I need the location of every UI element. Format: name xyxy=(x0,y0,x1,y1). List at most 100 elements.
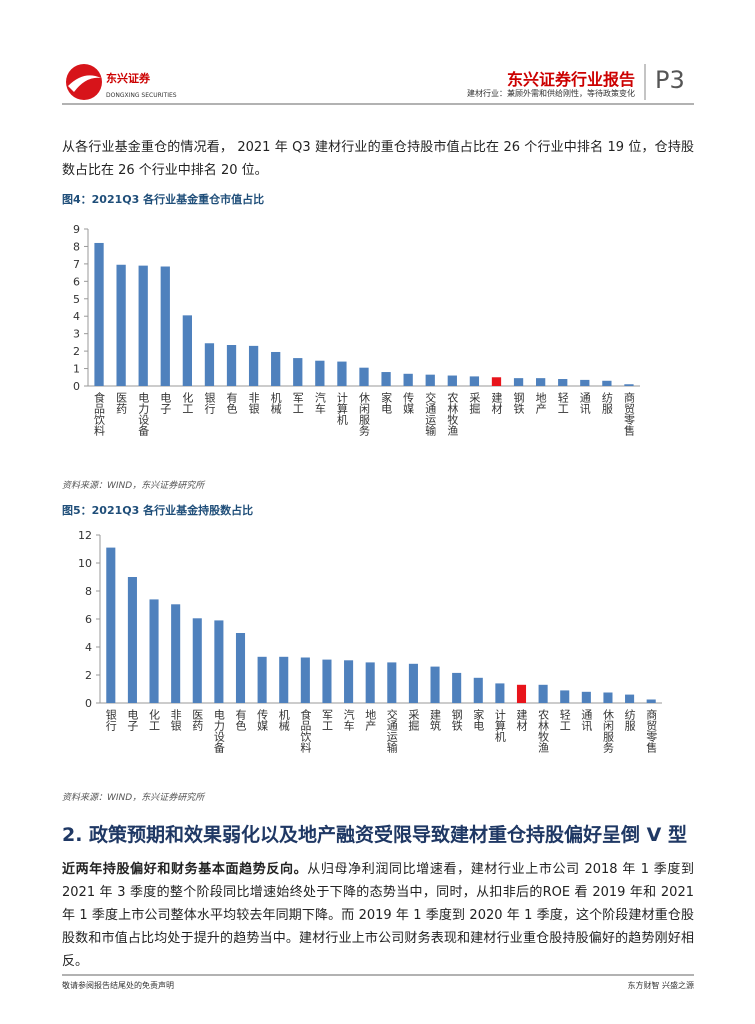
y-tick-label: 0 xyxy=(85,697,92,710)
bar xyxy=(127,577,137,703)
bar xyxy=(580,379,590,386)
x-tick-label: 钢铁 xyxy=(450,709,463,731)
report-title: 东兴证券行业报告 xyxy=(506,70,635,89)
x-tick-label: 建材 xyxy=(515,708,528,731)
body-text: 从归母净利润同比增速看，建材行业上市公司 2018 年 1 季度到 2021 年… xyxy=(62,862,694,969)
bar xyxy=(279,656,289,703)
x-tick-label: 有色 xyxy=(225,391,238,414)
x-tick-label: 银行 xyxy=(203,391,216,415)
x-tick-label: 电力设备 xyxy=(137,392,150,437)
bar xyxy=(495,683,505,703)
bar xyxy=(403,373,413,386)
x-tick-label: 食品饮料 xyxy=(299,708,312,754)
y-tick-label: 10 xyxy=(78,557,92,570)
x-tick-label: 食品饮料 xyxy=(93,391,106,437)
bar xyxy=(469,376,480,386)
x-tick-label: 建筑 xyxy=(429,708,442,731)
x-tick-label: 机械 xyxy=(277,708,290,732)
x-tick-label: 通讯 xyxy=(578,392,591,415)
y-tick-label: 4 xyxy=(85,641,92,654)
bar xyxy=(473,677,483,703)
bar xyxy=(452,672,462,703)
y-tick-label: 1 xyxy=(73,363,80,376)
bar xyxy=(94,242,104,386)
bar xyxy=(171,604,181,703)
bar xyxy=(538,684,548,703)
bar xyxy=(603,692,613,703)
y-tick-label: 2 xyxy=(73,345,80,358)
bar xyxy=(581,691,591,703)
x-tick-label: 纺服 xyxy=(600,391,613,415)
bar xyxy=(646,699,656,703)
bar xyxy=(387,662,397,703)
bar xyxy=(235,633,246,703)
bar xyxy=(204,343,215,386)
x-tick-label: 传媒 xyxy=(256,709,269,732)
y-tick-label: 2 xyxy=(85,669,92,682)
x-tick-label: 地产 xyxy=(364,709,377,732)
x-tick-label: 家电 xyxy=(472,708,485,731)
x-tick-label: 汽车 xyxy=(313,391,326,415)
bar xyxy=(560,690,570,703)
x-tick-label: 采掘 xyxy=(468,392,481,415)
x-tick-label: 交通运输 xyxy=(424,391,437,437)
bar xyxy=(516,684,527,703)
bar xyxy=(315,360,325,386)
bar xyxy=(447,375,457,386)
x-tick-label: 商贸零售 xyxy=(622,391,635,437)
figure-source: 资料来源：WIND，东兴证券研究所 xyxy=(62,793,205,803)
x-tick-label: 计算机 xyxy=(335,392,348,425)
x-tick-label: 休闲服务 xyxy=(358,392,371,436)
x-tick-label: 电子 xyxy=(126,709,139,731)
bar xyxy=(160,266,170,386)
y-tick-label: 12 xyxy=(78,529,92,542)
x-tick-label: 有色 xyxy=(234,708,247,731)
x-tick-label: 化工 xyxy=(181,391,194,414)
y-tick-label: 6 xyxy=(73,275,80,288)
body-lead: 近两年持股偏好和财务基本面趋势反向。 xyxy=(62,862,308,877)
x-tick-label: 机械 xyxy=(269,391,282,415)
bar xyxy=(337,361,347,386)
bar xyxy=(293,358,303,386)
logo-name: 东兴证券 xyxy=(106,71,151,85)
bar xyxy=(192,618,202,703)
page-number: P3 xyxy=(655,66,685,94)
x-tick-label: 非银 xyxy=(169,709,182,732)
x-tick-label: 汽车 xyxy=(342,708,355,732)
x-tick-label: 银行 xyxy=(104,708,117,732)
x-tick-label: 军工 xyxy=(291,392,304,414)
logo-swoosh xyxy=(68,75,101,92)
y-tick-label: 4 xyxy=(73,310,80,323)
bar xyxy=(624,384,634,386)
bar xyxy=(300,657,310,703)
x-tick-label: 化工 xyxy=(148,708,161,731)
x-tick-label: 医药 xyxy=(191,709,204,732)
y-tick-label: 0 xyxy=(73,380,80,393)
bar xyxy=(116,264,126,386)
intro-paragraph: 从各行业基金重仓的情况看， 2021 年 Q3 建材行业的重仓持股市值占比在 2… xyxy=(62,140,694,178)
bar xyxy=(226,345,237,386)
bar xyxy=(408,663,418,703)
bar xyxy=(491,377,502,386)
y-tick-label: 9 xyxy=(73,223,80,236)
bar xyxy=(138,265,148,386)
x-tick-label: 纺服 xyxy=(623,708,636,732)
bar xyxy=(602,380,612,386)
y-tick-label: 8 xyxy=(73,240,80,253)
x-tick-label: 医药 xyxy=(115,392,128,415)
bar xyxy=(344,660,354,703)
x-tick-label: 计算机 xyxy=(493,709,506,742)
bar xyxy=(106,547,116,703)
x-tick-label: 商贸零售 xyxy=(645,708,658,754)
x-tick-label: 交通运输 xyxy=(385,708,398,754)
x-tick-label: 农林牧渔 xyxy=(537,708,550,754)
bar xyxy=(365,662,375,703)
bar xyxy=(248,345,259,386)
bar xyxy=(322,659,332,703)
x-tick-label: 军工 xyxy=(320,709,333,731)
bar xyxy=(513,378,524,386)
x-tick-label: 电力设备 xyxy=(212,709,225,754)
bar xyxy=(182,315,192,386)
x-tick-label: 传媒 xyxy=(402,392,415,415)
